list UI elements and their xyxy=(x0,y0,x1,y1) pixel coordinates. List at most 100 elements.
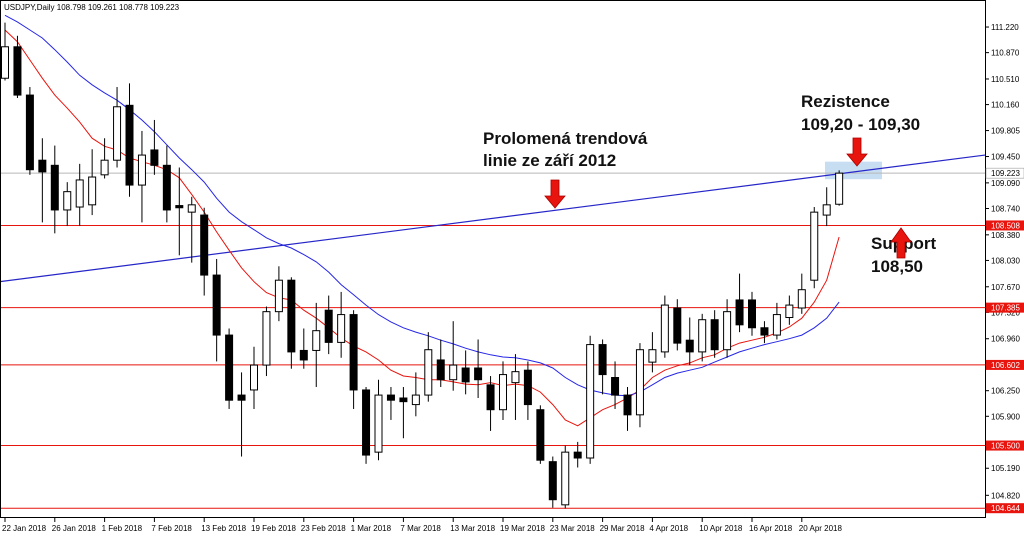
plot-border xyxy=(0,0,986,518)
candle-body xyxy=(100,159,109,176)
candle-body xyxy=(88,176,97,206)
level-label: 106.602 xyxy=(991,361,1020,370)
x-tick-label: 26 Jan 2018 xyxy=(52,524,97,533)
candle-body xyxy=(785,304,794,319)
candle-body xyxy=(760,327,769,336)
level-label-box xyxy=(986,220,1024,231)
resistance-zone xyxy=(825,161,882,180)
y-tick-label: 108.030 xyxy=(991,256,1020,265)
candle-body xyxy=(735,299,744,326)
y-tick-label: 107.320 xyxy=(991,308,1020,317)
candle-body xyxy=(723,311,732,351)
y-tick-label: 109.805 xyxy=(991,127,1020,136)
candle-body xyxy=(523,369,532,406)
y-tick-label: 108.740 xyxy=(991,204,1020,213)
level-label: 104.644 xyxy=(991,504,1020,513)
y-tick-label: 109.090 xyxy=(991,179,1020,188)
candle-body xyxy=(137,154,146,186)
candle-body xyxy=(187,204,196,213)
candle-body xyxy=(424,349,433,396)
candle-body xyxy=(772,314,781,336)
candle-body xyxy=(598,344,607,376)
annotation: Prolomená trendová xyxy=(483,129,648,148)
candle-body xyxy=(698,319,707,353)
candle-body xyxy=(50,164,59,211)
y-tick-label: 107.670 xyxy=(991,283,1020,292)
candle-body xyxy=(25,94,34,171)
candle-body xyxy=(150,149,159,166)
candle-body xyxy=(461,367,470,383)
y-tick-label: 109.450 xyxy=(991,153,1020,162)
candle-body xyxy=(287,279,296,353)
y-tick-label: 108.380 xyxy=(991,231,1020,240)
x-tick-label: 22 Jan 2018 xyxy=(2,524,47,533)
candle-body xyxy=(13,46,22,96)
candle-body xyxy=(237,394,246,401)
candle-body xyxy=(548,461,557,501)
candle-body xyxy=(623,394,632,416)
candle-body xyxy=(449,364,458,381)
candle-body xyxy=(586,344,595,459)
candle-body xyxy=(200,214,209,276)
y-tick-label: 106.960 xyxy=(991,335,1020,344)
candle-body xyxy=(38,159,47,173)
x-tick-label: 13 Feb 2018 xyxy=(201,524,246,533)
candle-body xyxy=(250,364,258,391)
x-tick-label: 7 Feb 2018 xyxy=(151,524,192,533)
candle-body xyxy=(262,311,271,366)
candle-body xyxy=(660,304,669,353)
candle-body xyxy=(474,367,483,381)
y-tick-label: 105.900 xyxy=(991,412,1020,421)
annotation: 108,50 xyxy=(871,257,923,276)
moving-average xyxy=(4,14,840,397)
x-tick-label: 4 Apr 2018 xyxy=(649,524,688,533)
candle-body xyxy=(685,339,694,353)
candle-body xyxy=(561,451,570,506)
annotation: Rezistence xyxy=(801,92,890,111)
arrow-down xyxy=(846,137,868,167)
candle-body xyxy=(113,106,122,161)
candle-body xyxy=(648,349,657,363)
candle-body xyxy=(63,191,72,211)
x-tick-label: 7 Mar 2018 xyxy=(400,524,441,533)
candle-body xyxy=(162,164,171,211)
y-tick-label: 110.870 xyxy=(991,49,1020,58)
candle-body xyxy=(1,46,9,79)
candle-body xyxy=(411,394,420,406)
x-tick-label: 23 Feb 2018 xyxy=(301,524,346,533)
x-tick-label: 10 Apr 2018 xyxy=(699,524,743,533)
candle-body xyxy=(312,330,321,351)
candle-body xyxy=(835,172,844,205)
level-label: 107.385 xyxy=(991,304,1020,313)
candle-body xyxy=(274,279,283,313)
current-price-box xyxy=(985,167,1024,179)
candle-body xyxy=(337,314,346,343)
y-tick-label: 110.510 xyxy=(991,75,1020,84)
y-tick-label: 105.190 xyxy=(991,464,1020,473)
x-tick-label: 13 Mar 2018 xyxy=(450,524,495,533)
current-price-label: 109.223 xyxy=(991,169,1020,178)
candle-body xyxy=(349,314,358,391)
arrow-up xyxy=(890,227,912,259)
candle-body xyxy=(499,374,507,411)
candle-body xyxy=(75,179,84,208)
x-tick-label: 29 Mar 2018 xyxy=(600,524,645,533)
x-tick-label: 16 Apr 2018 xyxy=(749,524,793,533)
trendline xyxy=(0,154,986,283)
level-label-box xyxy=(986,440,1024,451)
plot-area xyxy=(0,14,986,509)
annotation: 109,20 - 109,30 xyxy=(801,115,920,134)
x-tick-label: 23 Mar 2018 xyxy=(550,524,595,533)
level-label: 105.500 xyxy=(991,442,1020,451)
candle-body xyxy=(324,309,333,343)
level-label-box xyxy=(986,302,1024,313)
x-tick-label: 20 Apr 2018 xyxy=(799,524,843,533)
candle-body xyxy=(822,204,831,216)
candle-body xyxy=(748,299,756,329)
x-tick-label: 19 Mar 2018 xyxy=(500,524,545,533)
x-tick-label: 1 Mar 2018 xyxy=(351,524,392,533)
candle-body xyxy=(175,205,184,209)
candle-body xyxy=(436,359,445,381)
